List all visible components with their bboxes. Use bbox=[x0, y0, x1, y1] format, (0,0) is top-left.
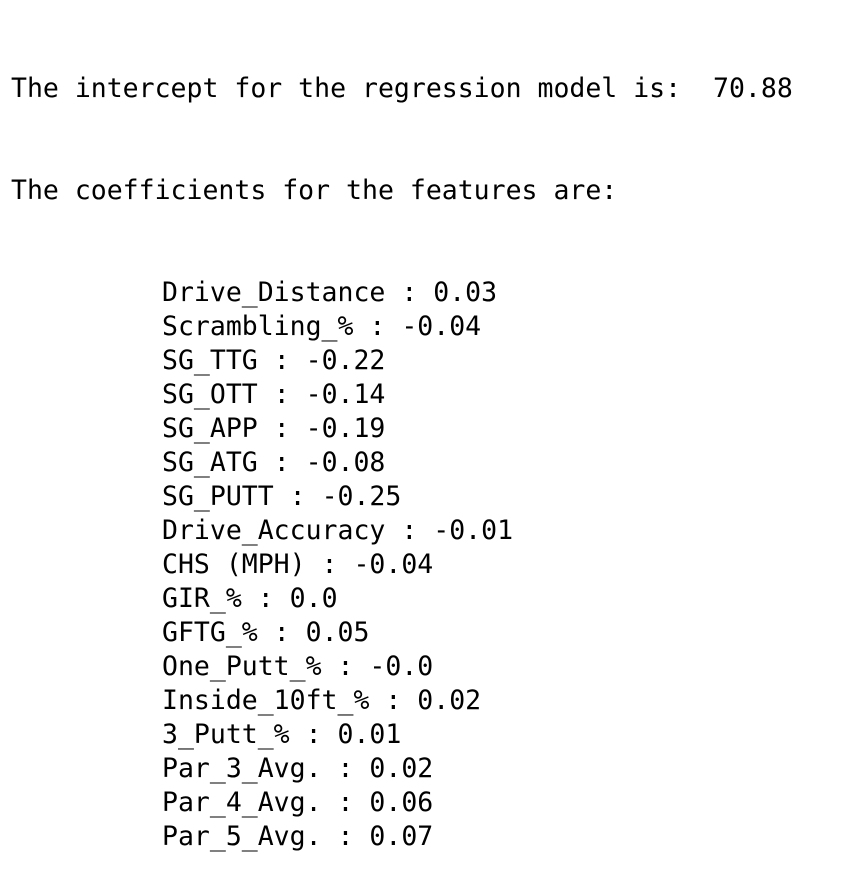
coefficient-separator: : bbox=[321, 651, 370, 682]
coefficient-row: SG_APP : -0.19 bbox=[11, 412, 856, 446]
coefficient-feature: CHS (MPH) bbox=[162, 549, 306, 580]
coefficient-separator: : bbox=[321, 821, 370, 852]
coefficient-separator: : bbox=[385, 277, 434, 308]
coefficient-row: CHS (MPH) : -0.04 bbox=[11, 548, 856, 582]
coefficient-feature: Par_5_Avg. bbox=[162, 821, 322, 852]
coefficient-separator: : bbox=[321, 753, 370, 784]
coefficient-value: 0.05 bbox=[305, 617, 370, 648]
coefficient-value: 0.07 bbox=[369, 821, 434, 852]
coefficient-separator: : bbox=[257, 413, 306, 444]
coefficient-row: SG_OTT : -0.14 bbox=[11, 378, 856, 412]
coefficient-feature: Par_3_Avg. bbox=[162, 753, 322, 784]
console-output: The intercept for the regression model i… bbox=[11, 4, 856, 888]
coefficient-row: Drive_Distance : 0.03 bbox=[11, 276, 856, 310]
coefficient-separator: : bbox=[257, 447, 306, 478]
coefficient-row: SG_ATG : -0.08 bbox=[11, 446, 856, 480]
coefficient-feature: SG_APP bbox=[162, 413, 258, 444]
coefficient-row: Par_3_Avg. : 0.02 bbox=[11, 752, 856, 786]
coefficient-row: Par_5_Avg. : 0.07 bbox=[11, 820, 856, 854]
coefficient-row: Scrambling_% : -0.04 bbox=[11, 310, 856, 344]
coefficient-row: SG_PUTT : -0.25 bbox=[11, 480, 856, 514]
coefficient-separator: : bbox=[369, 685, 418, 716]
coefficient-feature: SG_ATG bbox=[162, 447, 258, 478]
coefficients-header: The coefficients for the features are: bbox=[11, 175, 618, 206]
coefficient-value: -0.04 bbox=[353, 549, 434, 580]
coefficient-value: -0.01 bbox=[433, 515, 514, 546]
coefficient-value: -0.04 bbox=[401, 311, 482, 342]
coefficient-list: Drive_Distance : 0.03 Scrambling_% : -0.0… bbox=[11, 276, 856, 854]
coefficient-feature: SG_OTT bbox=[162, 379, 258, 410]
coefficient-value: 0.0 bbox=[289, 583, 338, 614]
coefficient-value: -0.0 bbox=[369, 651, 434, 682]
intercept-value: 70.88 bbox=[713, 73, 793, 104]
coefficient-separator: : bbox=[257, 617, 306, 648]
coefficient-value: 0.03 bbox=[433, 277, 498, 308]
coefficient-value: 0.01 bbox=[337, 719, 402, 750]
coefficient-value: 0.06 bbox=[369, 787, 434, 818]
coefficient-separator: : bbox=[273, 481, 322, 512]
coefficient-value: 0.02 bbox=[369, 753, 434, 784]
coefficient-row: SG_TTG : -0.22 bbox=[11, 344, 856, 378]
coefficient-value: -0.22 bbox=[305, 345, 386, 376]
coefficient-feature: Scrambling_% bbox=[162, 311, 354, 342]
coefficient-feature: Drive_Accuracy bbox=[162, 515, 386, 546]
coefficient-value: 0.02 bbox=[417, 685, 482, 716]
coefficient-row: GIR_% : 0.0 bbox=[11, 582, 856, 616]
coefficient-feature: Drive_Distance bbox=[162, 277, 386, 308]
coefficient-row: 3_Putt_% : 0.01 bbox=[11, 718, 856, 752]
coefficient-value: -0.25 bbox=[321, 481, 402, 512]
coefficient-separator: : bbox=[257, 345, 306, 376]
intercept-line: The intercept for the regression model i… bbox=[11, 72, 856, 106]
coefficient-feature: Inside_10ft_% bbox=[162, 685, 370, 716]
coefficient-row: GFTG_% : 0.05 bbox=[11, 616, 856, 650]
intercept-label: The intercept for the regression model i… bbox=[11, 73, 682, 104]
coefficient-separator: : bbox=[241, 583, 290, 614]
coefficient-feature: GFTG_% bbox=[162, 617, 258, 648]
coefficient-separator: : bbox=[385, 515, 434, 546]
coefficient-separator: : bbox=[305, 549, 354, 580]
coefficient-row: One_Putt_% : -0.0 bbox=[11, 650, 856, 684]
coefficient-feature: One_Putt_% bbox=[162, 651, 322, 682]
coefficient-separator: : bbox=[257, 379, 306, 410]
coefficient-row: Inside_10ft_% : 0.02 bbox=[11, 684, 856, 718]
coefficient-feature: SG_TTG bbox=[162, 345, 258, 376]
coefficient-value: -0.14 bbox=[305, 379, 386, 410]
coefficient-value: -0.19 bbox=[305, 413, 386, 444]
coefficient-feature: GIR_% bbox=[162, 583, 242, 614]
coefficient-separator: : bbox=[289, 719, 338, 750]
coefficient-value: -0.08 bbox=[305, 447, 386, 478]
coefficient-feature: 3_Putt_% bbox=[162, 719, 290, 750]
coefficient-feature: SG_PUTT bbox=[162, 481, 274, 512]
coefficient-row: Par_4_Avg. : 0.06 bbox=[11, 786, 856, 820]
coefficient-separator: : bbox=[321, 787, 370, 818]
coefficient-separator: : bbox=[353, 311, 402, 342]
coefficient-row: Drive_Accuracy : -0.01 bbox=[11, 514, 856, 548]
coefficient-feature: Par_4_Avg. bbox=[162, 787, 322, 818]
